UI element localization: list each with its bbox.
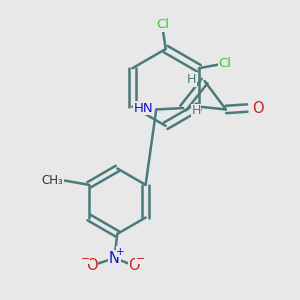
Text: +: +: [116, 247, 125, 257]
Text: −: −: [135, 254, 145, 264]
Text: O: O: [128, 258, 140, 273]
Text: N: N: [109, 250, 120, 266]
Text: Cl: Cl: [219, 58, 232, 70]
Text: Cl: Cl: [156, 18, 169, 32]
Text: −: −: [80, 254, 90, 264]
Text: O: O: [86, 258, 98, 273]
Text: HN: HN: [134, 102, 153, 115]
Text: O: O: [252, 100, 264, 116]
Text: H: H: [191, 104, 201, 117]
Text: CH₃: CH₃: [42, 174, 63, 187]
Text: H: H: [187, 73, 196, 86]
